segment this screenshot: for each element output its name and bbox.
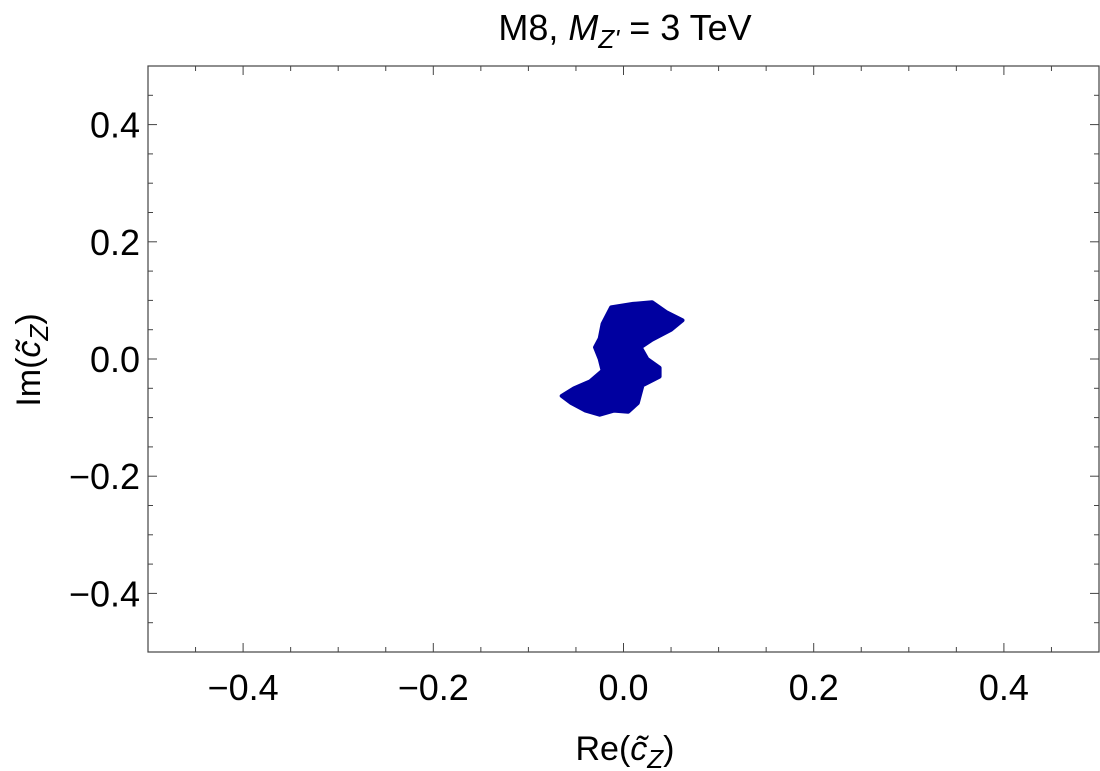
plot-frame: [147, 65, 1100, 653]
allowed-region-0: [559, 300, 685, 417]
y-tick-label: 0.0: [90, 339, 140, 380]
x-axis-label: Re(c̃Z): [575, 730, 674, 771]
title-suffix: = 3 TeV: [619, 7, 751, 48]
y-axis-label: Im(c̃Z): [10, 313, 54, 406]
data-region: [559, 300, 685, 417]
x-tick-labels: −0.4 −0.2 0.0 0.2 0.4: [208, 667, 1029, 708]
x-label-before: Re(: [575, 730, 630, 768]
title-subscript: Z': [597, 24, 620, 54]
y-tick-label: −0.4: [69, 573, 140, 614]
x-tick-label: −0.2: [398, 667, 469, 708]
x-tick-label: 0.0: [598, 667, 648, 708]
x-tick-label: 0.2: [789, 667, 839, 708]
y-label-before: Im(: [10, 357, 48, 407]
y-label-subscript: Z: [24, 324, 54, 342]
title-prefix: M8,: [498, 7, 568, 48]
y-tick-label: 0.4: [90, 105, 140, 146]
x-label-subscript: Z: [646, 744, 664, 771]
x-tick-label: 0.4: [979, 667, 1029, 708]
x-tick-label: −0.4: [208, 667, 279, 708]
y-label-after: ): [10, 313, 48, 324]
chart-title: M8, MZ' = 3 TeV: [498, 7, 751, 54]
y-tick-label: −0.2: [69, 456, 140, 497]
title-symbol: M: [568, 7, 598, 48]
y-label-symbol: c̃: [10, 338, 48, 357]
x-label-after: ): [663, 730, 674, 768]
y-tick-label: 0.2: [90, 222, 140, 263]
x-label-symbol: c̃: [630, 730, 649, 768]
y-tick-labels: −0.4 −0.2 0.0 0.2 0.4: [69, 105, 140, 615]
